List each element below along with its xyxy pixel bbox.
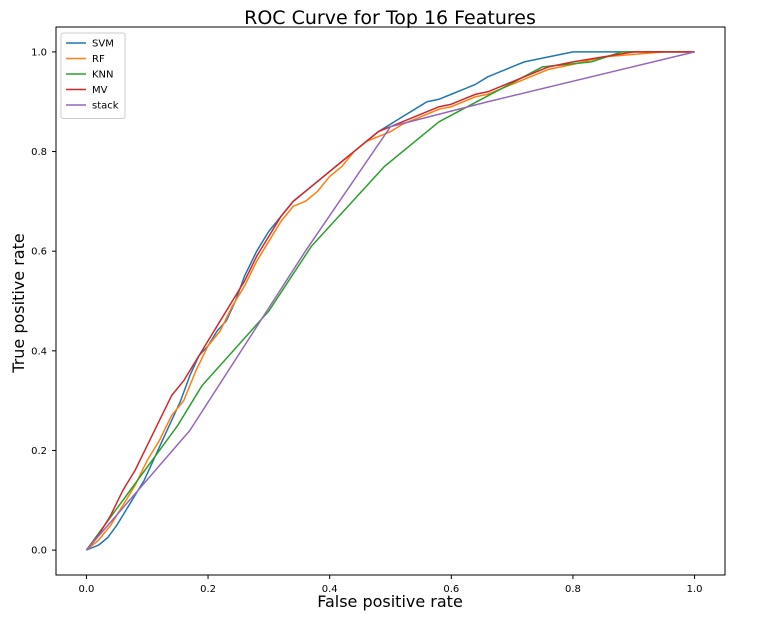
x-tick-label: 0.0 <box>78 584 94 595</box>
x-axis-title: False positive rate <box>317 592 463 611</box>
legend-box <box>60 32 126 119</box>
chart-title: ROC Curve for Top 16 Features <box>244 7 536 29</box>
y-axis-title: True positive rate <box>9 233 28 373</box>
x-tick-label: 0.6 <box>443 584 459 595</box>
legend-label-rf: RF <box>92 54 105 65</box>
y-tick-label: 0.2 <box>31 446 47 457</box>
plot-frame <box>55 26 726 576</box>
legend-label-mv: MV <box>92 85 108 96</box>
y-tick-label: 0.8 <box>31 147 47 158</box>
plot-area <box>85 51 695 551</box>
y-tick-label: 0.6 <box>31 247 47 258</box>
x-tick-label: 0.4 <box>322 584 338 595</box>
legend-label-svm: SVM <box>92 39 114 50</box>
series-line-knn <box>85 51 695 551</box>
y-tick-label: 1.0 <box>31 47 47 58</box>
series-line-mv <box>85 51 695 551</box>
legend-label-stack: stack <box>92 101 119 112</box>
x-tick-label: 0.8 <box>565 584 581 595</box>
y-tick-label: 0.4 <box>31 346 47 357</box>
x-tick-label: 1.0 <box>687 584 703 595</box>
legend: SVM RF KNN MV stack <box>60 32 126 119</box>
series-line-stack <box>85 51 695 551</box>
x-tick-label: 0.2 <box>200 584 216 595</box>
legend-label-knn: KNN <box>92 70 114 81</box>
y-tick-label: 0.0 <box>31 546 47 557</box>
